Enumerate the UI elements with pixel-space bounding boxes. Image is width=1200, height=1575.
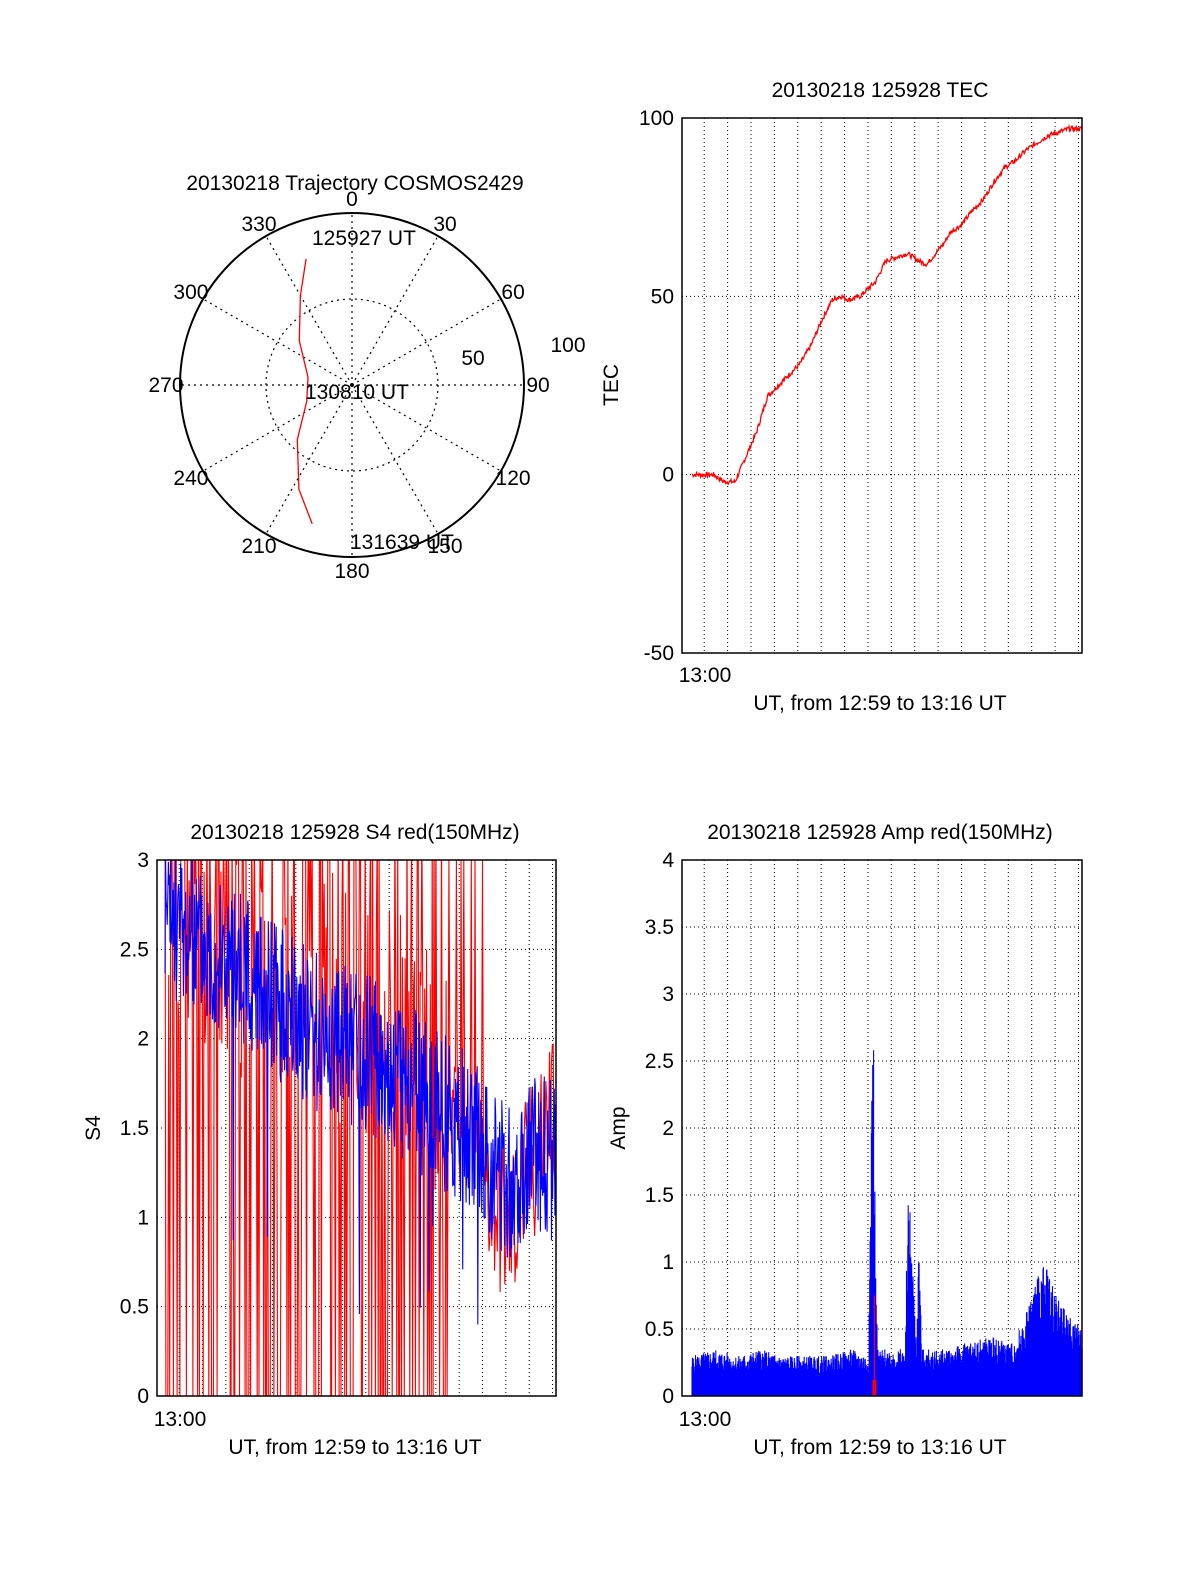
tec-grid (682, 117, 1082, 654)
s4-y-tick-label: 2 (137, 1028, 149, 1051)
amp-y-tick-label: 2.5 (645, 1050, 674, 1073)
trajectory-azimuth-label: 300 (173, 281, 208, 304)
trajectory-azimuth-label: 150 (427, 535, 462, 558)
tec-x-tick-label: 13:00 (679, 664, 732, 687)
trajectory-spoke-210 (265, 384, 353, 535)
s4-y-tick-label: 0.5 (120, 1296, 149, 1319)
amp-y-tick-label: 3.5 (645, 916, 674, 939)
trajectory-azimuth-label: 0 (346, 188, 358, 211)
s4-y-tick-label: 1 (137, 1206, 149, 1229)
tec-x-axis-label: UT, from 12:59 to 13:16 UT (753, 692, 1006, 715)
trajectory-start-label: 125927 UT (312, 227, 416, 250)
s4-chart: 20130218 125928 S4 red(150MHz) 3 2.5 2 1.5 1… (82, 821, 557, 1459)
amp-y-tick-label: 1 (662, 1251, 674, 1274)
tec-y-tick-label: 50 (651, 285, 674, 308)
s4-series-clip-group (164, 860, 556, 1396)
s4-x-tick-label: 13:00 (154, 1408, 207, 1431)
trajectory-azimuth-label: 30 (433, 213, 456, 236)
amp-blue-series-line (691, 1050, 1083, 1396)
trajectory-title: 20130218 Trajectory COSMOS2429 (186, 172, 523, 195)
s4-y-tick-label: 0 (137, 1385, 149, 1408)
amp-y-tick-label: 4 (662, 849, 674, 872)
amp-y-tick-labels: 4 3.5 3 2.5 2 1.5 1 0.5 0 (645, 849, 675, 1408)
trajectory-chart: 20130218 Trajectory COSMOS2429 0 30 60 90 12… (148, 172, 585, 583)
amp-series (691, 1050, 1083, 1396)
trajectory-mid-label: 130810 UT (305, 381, 409, 404)
s4-y-tick-labels: 3 2.5 2 1.5 1 0.5 0 (120, 849, 149, 1408)
s4-y-tick-label: 2.5 (120, 938, 149, 961)
trajectory-azimuth-label: 240 (173, 467, 208, 490)
trajectory-spoke-60 (351, 298, 502, 386)
trajectory-azimuth-label: 330 (241, 213, 276, 236)
trajectory-track (296, 258, 313, 525)
tec-y-tick-label: -50 (644, 642, 674, 665)
trajectory-azimuth-label: 270 (148, 374, 183, 397)
tec-title: 20130218 125928 TEC (772, 79, 989, 102)
amp-y-tick-label: 2 (662, 1117, 674, 1140)
trajectory-azimuth-label: 90 (526, 374, 549, 397)
tec-y-axis-label: TEC (600, 364, 623, 406)
trajectory-spoke-300 (202, 298, 353, 386)
trajectory-radial-label-50: 50 (461, 347, 484, 370)
amp-y-tick-label: 1.5 (645, 1184, 674, 1207)
trajectory-spoke-150 (351, 384, 439, 535)
s4-title: 20130218 125928 S4 red(150MHz) (190, 821, 519, 844)
trajectory-azimuth-label: 180 (334, 560, 369, 583)
s4-blue-series-line (164, 860, 556, 1325)
amp-x-axis-label: UT, from 12:59 to 13:16 UT (753, 1436, 1006, 1459)
trajectory-spoke-120 (351, 384, 502, 472)
tec-y-tick-label: 0 (662, 464, 674, 487)
trajectory-spoke-330 (265, 235, 353, 386)
trajectory-end-label: 131639 UT (350, 531, 454, 554)
amp-red-series-marker (872, 1379, 877, 1396)
amp-grid (682, 859, 1082, 1397)
trajectory-grid (180, 213, 524, 557)
trajectory-azimuth-label: 120 (496, 467, 531, 490)
trajectory-azimuth-labels: 0 30 60 90 120 150 180 210 240 270 300 330 (148, 188, 549, 583)
amp-x-tick-label: 13:00 (679, 1408, 732, 1431)
amp-y-tick-label: 0.5 (645, 1318, 674, 1341)
amp-y-tick-label: 0 (662, 1385, 674, 1408)
s4-y-tick-label: 3 (137, 849, 149, 872)
trajectory-azimuth-label: 60 (501, 281, 524, 304)
tec-y-tick-labels: 100 50 0 -50 (639, 107, 674, 665)
trajectory-radial-label-100: 100 (550, 334, 585, 357)
tec-series-line (691, 123, 1083, 486)
amp-y-axis-label: Amp (607, 1106, 630, 1149)
s4-plot-frame (156, 859, 557, 1397)
trajectory-azimuth-label: 210 (241, 535, 276, 558)
tec-plot-frame (681, 117, 1083, 654)
amp-y-tick-label: 3 (662, 983, 674, 1006)
amp-plot-frame (681, 859, 1083, 1397)
amp-chart: 20130218 125928 Amp red(150MHz) 4 3.5 3 2.5… (607, 821, 1083, 1459)
trajectory-spoke-30 (351, 235, 439, 386)
s4-y-axis-label: S4 (82, 1115, 105, 1141)
trajectory-outer-circle (179, 212, 525, 558)
tec-y-tick-label: 100 (639, 107, 674, 130)
trajectory-spoke-240 (202, 384, 353, 472)
s4-y-tick-label: 1.5 (120, 1117, 149, 1140)
s4-series (164, 860, 556, 1396)
amp-title: 20130218 125928 Amp red(150MHz) (707, 821, 1053, 844)
s4-x-axis-label: UT, from 12:59 to 13:16 UT (228, 1436, 481, 1459)
